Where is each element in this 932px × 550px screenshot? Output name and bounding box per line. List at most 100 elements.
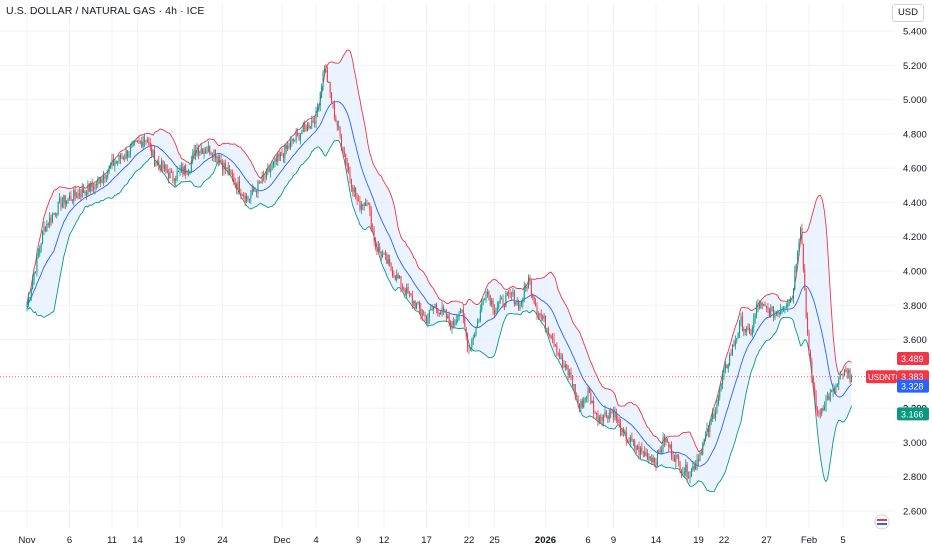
candle-body — [427, 318, 429, 324]
candle-body — [536, 305, 538, 315]
candle-body — [270, 169, 272, 173]
candle-body — [137, 141, 138, 143]
candle-body — [282, 155, 284, 158]
candle-body — [519, 303, 521, 309]
candle-body — [166, 170, 168, 173]
candle-body — [403, 287, 405, 291]
x-tick-label: 2026 — [535, 535, 556, 546]
candle-body — [128, 153, 130, 157]
candle-body — [112, 159, 114, 166]
basis-label: 3.328 — [901, 382, 924, 392]
candle-body — [431, 309, 433, 311]
candle-body — [205, 150, 206, 153]
candle-body — [512, 291, 514, 295]
candle-body — [693, 466, 695, 470]
band-fill — [27, 50, 852, 492]
candle-body — [349, 170, 351, 179]
candle-body — [216, 156, 218, 159]
x-tick-label: 27 — [761, 535, 772, 546]
candle-body — [651, 458, 653, 463]
candle-body — [359, 201, 361, 210]
candle-body — [635, 447, 637, 450]
candle-body — [69, 196, 70, 199]
candle-body — [56, 214, 58, 216]
candle-body — [605, 411, 607, 416]
candle-body — [390, 263, 392, 270]
candle-body — [352, 187, 354, 192]
candle-body — [746, 327, 748, 332]
candle-body — [63, 195, 65, 203]
candle-body — [260, 182, 262, 184]
candle-body — [686, 464, 688, 478]
candle-body — [576, 395, 578, 397]
candle-body — [822, 408, 824, 411]
candle-body — [770, 308, 772, 317]
candle-body — [236, 184, 238, 190]
candle-body — [647, 452, 648, 461]
candle-body — [564, 364, 566, 368]
candle-body — [377, 246, 379, 251]
candle-body — [637, 445, 639, 450]
candle-body — [465, 327, 467, 335]
candle-body — [727, 364, 729, 369]
candle-body — [707, 428, 709, 432]
tradingview-logo-icon[interactable] — [872, 514, 892, 530]
candle-body — [36, 255, 38, 272]
candle-body — [750, 332, 752, 335]
basis-label-bg — [897, 379, 929, 393]
candle-body — [851, 376, 852, 383]
candle-body — [478, 320, 480, 322]
candle-body — [462, 309, 464, 319]
currency-badge[interactable]: USD — [891, 4, 924, 22]
candle-body — [280, 152, 282, 157]
price-axis[interactable]: 2.6002.8003.0003.2003.4003.6003.8004.000… — [903, 27, 927, 518]
candle-body — [105, 177, 107, 179]
x-tick-label: 17 — [421, 535, 432, 546]
candle-body — [662, 436, 664, 449]
candle-body — [100, 178, 102, 183]
candle-body — [715, 412, 716, 419]
candle-body — [498, 303, 500, 308]
candle-body — [617, 419, 619, 421]
candle-body — [600, 417, 602, 419]
candle-body — [615, 411, 617, 420]
candle-body — [471, 339, 473, 348]
candle-body — [188, 173, 189, 175]
candle-body — [305, 126, 307, 131]
candle-body — [91, 182, 93, 188]
candle-body — [730, 354, 732, 356]
candle-body — [818, 411, 820, 414]
candle-body — [523, 287, 525, 300]
candle-body — [155, 162, 157, 166]
candle-body — [749, 328, 750, 333]
candle-body — [501, 298, 503, 300]
candle-body — [712, 414, 714, 419]
candle-body — [784, 307, 786, 309]
candle-body — [598, 417, 600, 422]
candle-body — [162, 160, 164, 169]
candle-body — [350, 178, 352, 188]
candle-body — [52, 214, 53, 222]
time-axis[interactable]: Nov 6 11 14 19 24 Dec 4 9 12 17 22 25 2026 6 9 14 19 22 27 F… — [19, 535, 846, 546]
candle-body — [632, 440, 634, 442]
candle-body — [511, 293, 512, 295]
candle-body — [151, 145, 153, 156]
candle-body — [506, 292, 508, 296]
candle-body — [168, 172, 170, 179]
candle-body — [222, 162, 223, 170]
candle-body — [433, 307, 435, 310]
candle-body — [681, 471, 682, 474]
candle-body — [699, 452, 701, 461]
candle-body — [213, 149, 215, 157]
candle-body — [30, 289, 32, 298]
candle-body — [787, 304, 789, 307]
candle-body — [125, 150, 127, 158]
candle-body — [717, 396, 719, 405]
candle-body — [372, 227, 374, 230]
price-label: 3.383 — [901, 372, 924, 382]
candle-body — [325, 68, 327, 70]
candle-body — [792, 289, 794, 299]
candle-body — [832, 387, 834, 392]
candle-body — [87, 183, 89, 195]
